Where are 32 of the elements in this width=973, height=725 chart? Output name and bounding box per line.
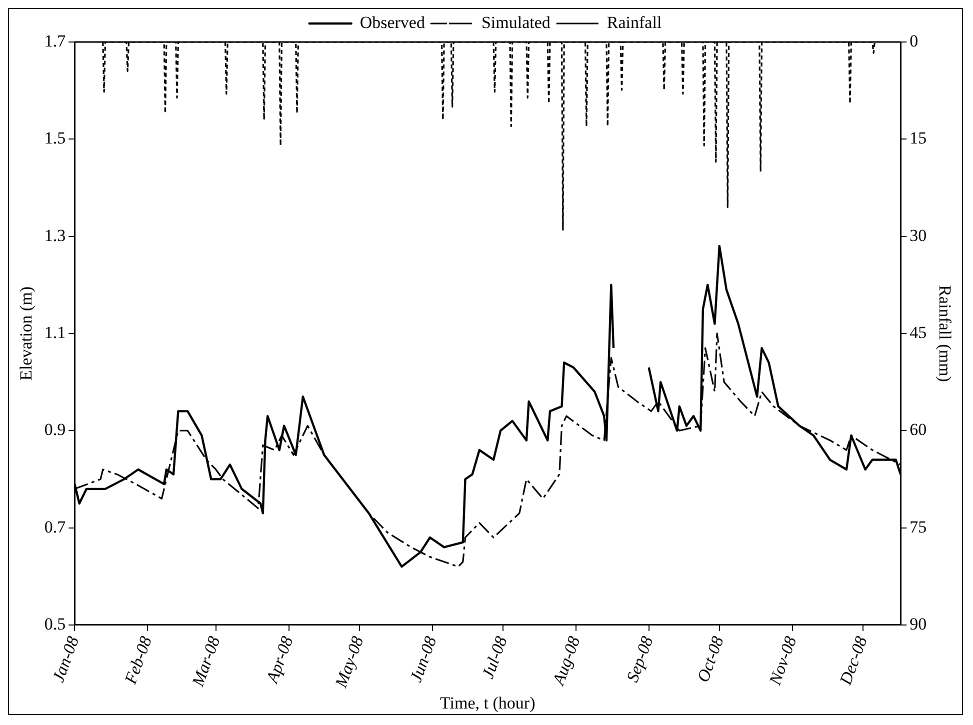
x-tick-label: Jun-08 — [406, 633, 440, 685]
x-tick-label: Aug-08 — [548, 633, 584, 688]
x-tick-label: Sep-08 — [622, 633, 657, 685]
y-tick-label: 1.3 — [44, 226, 66, 245]
x-tick-label: Nov-08 — [765, 633, 800, 688]
y2-tick-label: 0 — [910, 31, 918, 50]
x-tick-label: Apr-08 — [262, 633, 297, 686]
y2-tick-label: 30 — [910, 226, 927, 245]
y-axis-title: Elevation (m) — [16, 286, 36, 380]
legend-label: Rainfall — [606, 12, 662, 32]
y2-tick-label: 45 — [910, 322, 927, 342]
x-tick-label: Dec-08 — [836, 633, 872, 688]
legend-label: Observed — [360, 12, 426, 32]
x-tick-label: Feb-08 — [120, 633, 156, 688]
y2-tick-label: 75 — [910, 517, 927, 536]
x-tick-label: Oct-08 — [693, 633, 728, 685]
x-tick-label: Mar-08 — [188, 633, 224, 690]
y2-tick-label: 15 — [910, 128, 927, 148]
x-tick-label: Jan-08 — [48, 633, 83, 685]
x-axis-title: Time, t (hour) — [440, 693, 536, 712]
y2-tick-label: 90 — [910, 614, 927, 634]
y2-tick-label: 60 — [910, 420, 927, 440]
x-tick-label: May-08 — [331, 633, 368, 691]
y-tick-label: 0.7 — [44, 517, 66, 536]
y-tick-label: 0.5 — [44, 614, 66, 634]
y-tick-label: 0.9 — [44, 420, 66, 440]
y-tick-label: 1.1 — [44, 322, 66, 342]
y-tick-label: 1.5 — [44, 128, 66, 148]
legend-label: Simulated — [481, 12, 551, 32]
y-tick-label: 1.7 — [44, 31, 66, 50]
y2-axis-title: Rainfall (mm) — [935, 285, 954, 382]
x-tick-label: Jul-08 — [478, 633, 512, 682]
